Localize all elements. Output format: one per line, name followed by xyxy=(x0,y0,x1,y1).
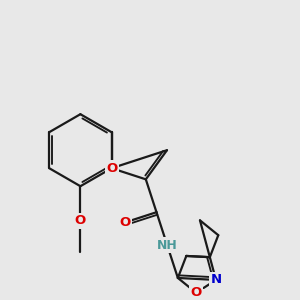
Text: N: N xyxy=(210,273,221,286)
Text: O: O xyxy=(190,286,202,299)
Text: O: O xyxy=(120,216,131,229)
Text: O: O xyxy=(106,162,117,175)
Text: NH: NH xyxy=(157,238,178,252)
Text: O: O xyxy=(75,214,86,227)
